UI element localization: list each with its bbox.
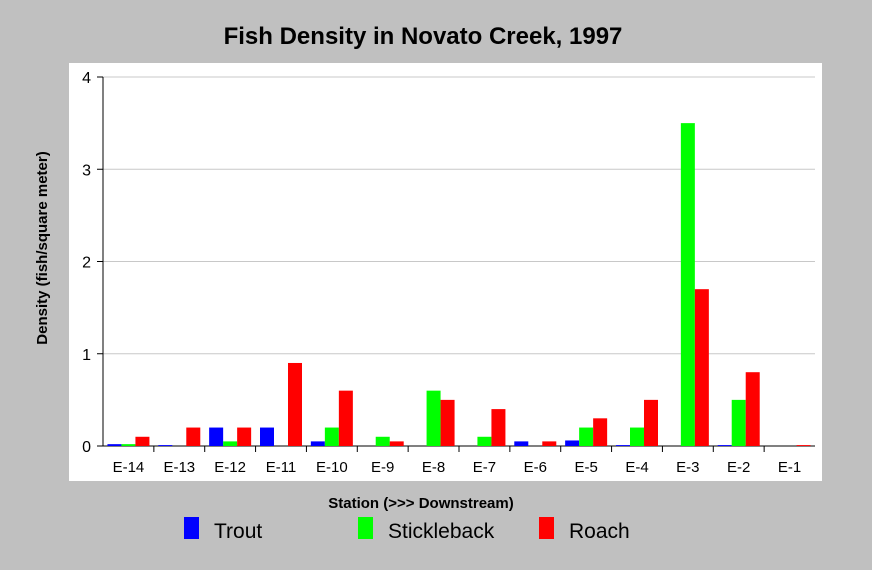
bar-roach-e-11 — [288, 362, 302, 446]
bar-roach-e-3 — [694, 289, 709, 446]
x-tick-label-9: E-5 — [574, 459, 597, 476]
x-tick-label-7: E-7 — [473, 459, 496, 476]
y-tick-label-0: 0 — [82, 439, 91, 456]
bar-roach-e-10 — [338, 390, 353, 446]
bar-roach-e-9 — [389, 441, 404, 446]
x-tick-label-4: E-10 — [316, 459, 348, 476]
legend-label-stickleback: Stickleback — [388, 520, 495, 543]
bar-stickleback-e-3 — [680, 123, 695, 446]
y-tick-label-2: 2 — [82, 255, 91, 272]
x-tick-label-0: E-14 — [113, 459, 145, 476]
y-axis-label: Density (fish/square meter) — [34, 151, 51, 344]
x-tick-label-3: E-11 — [266, 459, 297, 476]
legend-swatch-trout — [184, 517, 199, 539]
x-tick-label-12: E-2 — [727, 459, 750, 476]
y-tick-label-4: 4 — [82, 70, 91, 87]
x-axis-label: Station (>>> Downstream) — [328, 495, 513, 512]
y-tick-label-3: 3 — [82, 162, 91, 179]
bar-roach-e-13 — [186, 427, 201, 446]
y-tick-label-1: 1 — [82, 347, 91, 364]
legend: Trout Stickleback Roach — [184, 517, 630, 543]
bar-roach-e-7 — [491, 409, 506, 446]
bar-stickleback-e-7 — [477, 436, 492, 446]
bar-roach-e-12 — [237, 427, 252, 446]
bar-roach-e-4 — [644, 399, 658, 446]
bar-trout-e-14 — [107, 444, 122, 446]
bar-roach-e-2 — [745, 372, 760, 446]
bar-stickleback-e-2 — [731, 399, 746, 446]
bar-stickleback-e-10 — [324, 427, 339, 446]
bar-roach-e-1 — [796, 445, 811, 446]
bar-stickleback-e-8 — [426, 390, 441, 446]
legend-label-trout: Trout — [214, 520, 262, 543]
x-tick-label-6: E-8 — [422, 459, 445, 476]
bars — [107, 123, 811, 446]
bar-roach-e-5 — [593, 418, 608, 446]
bar-trout-e-13 — [158, 445, 173, 446]
bar-trout-e-2 — [717, 445, 732, 446]
bar-trout-e-11 — [260, 427, 274, 446]
bar-stickleback-e-12 — [223, 441, 238, 446]
bar-stickleback-e-4 — [630, 427, 644, 446]
bar-trout-e-12 — [209, 427, 224, 446]
bar-stickleback-e-14 — [121, 444, 136, 446]
bar-roach-e-6 — [542, 441, 557, 446]
legend-swatch-stickleback — [358, 517, 373, 539]
bar-stickleback-e-9 — [375, 436, 390, 446]
bar-roach-e-8 — [440, 399, 455, 446]
x-tick-label-10: E-4 — [625, 459, 648, 476]
x-tick-label-1: E-13 — [163, 459, 195, 476]
bar-roach-e-14 — [135, 436, 150, 446]
x-tick-label-11: E-3 — [676, 459, 699, 476]
bar-trout-e-10 — [310, 441, 325, 446]
tick-labels: 0 1 2 3 4 E-14 E-13 E-12 E-11 E-10 E-9 E-8 E-7 E-6 E-5… — [82, 70, 801, 476]
legend-label-roach: Roach — [569, 520, 630, 543]
x-tick-label-5: E-9 — [371, 459, 394, 476]
bar-trout-e-4 — [616, 445, 630, 446]
bar-trout-e-6 — [514, 441, 529, 446]
bar-stickleback-e-5 — [579, 427, 594, 446]
chart-title: Fish Density in Novato Creek, 1997 — [224, 23, 623, 50]
bar-trout-e-5 — [565, 440, 580, 446]
legend-swatch-roach — [539, 517, 554, 539]
x-tick-label-8: E-6 — [524, 459, 547, 476]
x-tick-label-13: E-1 — [778, 459, 801, 476]
x-tick-label-2: E-12 — [214, 459, 246, 476]
